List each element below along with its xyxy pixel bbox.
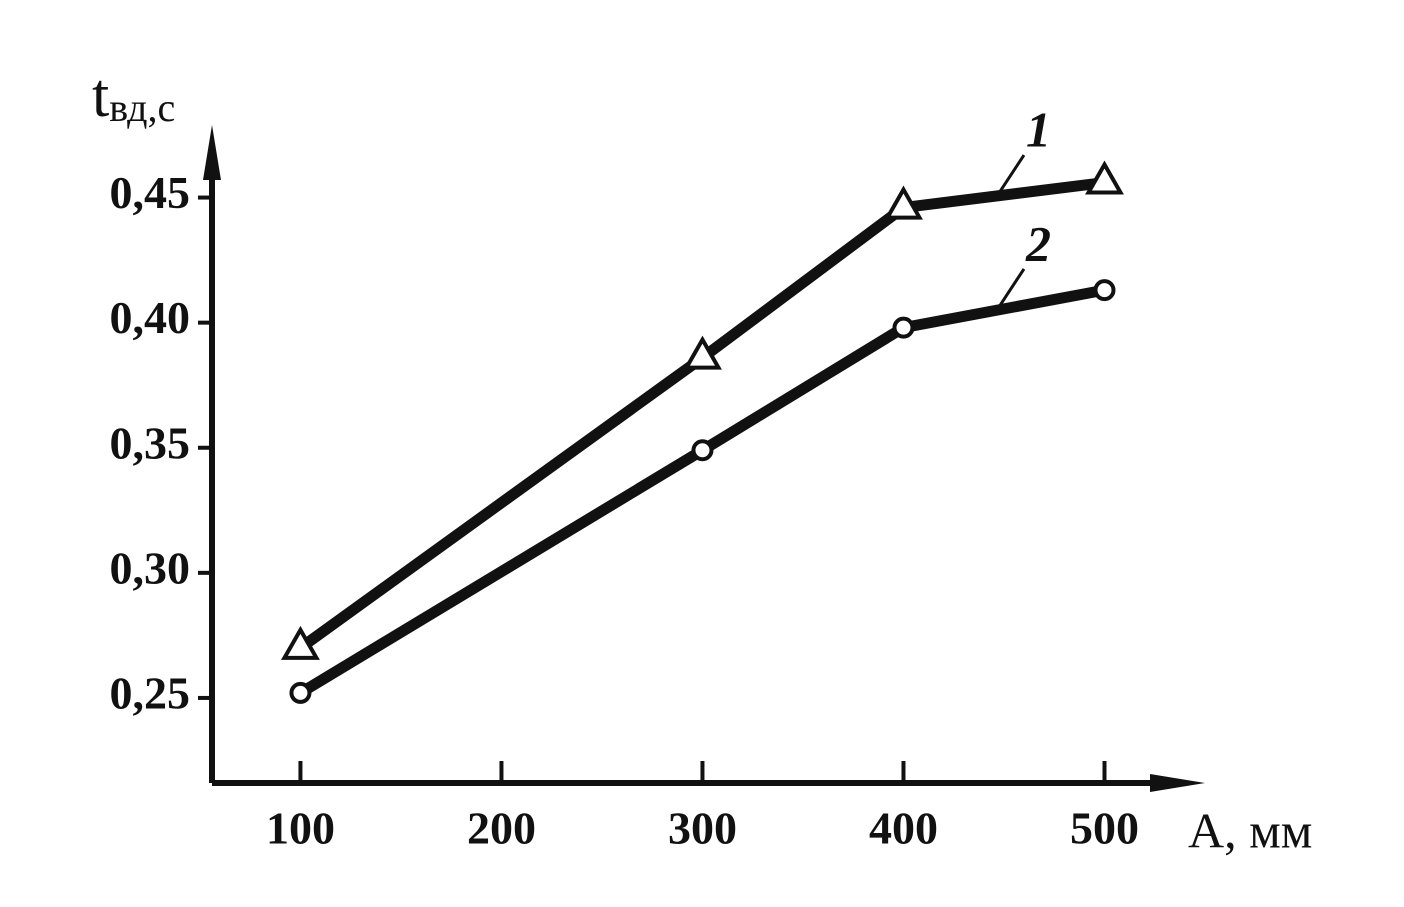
x-tick-label: 100 <box>266 803 335 854</box>
marker <box>280 625 320 660</box>
x-tick-label: 400 <box>869 803 938 854</box>
y-tick-label: 0,45 <box>110 167 191 218</box>
marker <box>1093 279 1116 302</box>
x-tick-label: 300 <box>668 803 737 854</box>
label-leader <box>997 154 1026 194</box>
y-tick-label: 0,35 <box>110 417 191 468</box>
marker <box>892 316 915 339</box>
series-label: 1 <box>1026 102 1051 158</box>
y-tick-label: 0,30 <box>110 542 191 593</box>
y-tick-label: 0,40 <box>110 292 191 343</box>
marker <box>1085 160 1124 195</box>
series-line <box>297 284 1106 698</box>
y-tick-label: 0,25 <box>110 667 191 718</box>
marker <box>691 439 714 462</box>
series-label: 2 <box>1025 215 1051 271</box>
x-axis-label: A, мм <box>1188 802 1312 858</box>
y-axis-label: tвд,с <box>92 62 175 130</box>
marker <box>884 185 923 220</box>
x-tick-label: 500 <box>1070 803 1139 854</box>
x-axis-arrow <box>1150 774 1205 792</box>
x-tick-label: 200 <box>467 803 536 854</box>
marker <box>683 335 722 370</box>
series-line <box>297 177 1106 653</box>
marker <box>289 681 312 704</box>
label-leader <box>997 268 1026 308</box>
y-axis-arrow <box>203 125 221 180</box>
